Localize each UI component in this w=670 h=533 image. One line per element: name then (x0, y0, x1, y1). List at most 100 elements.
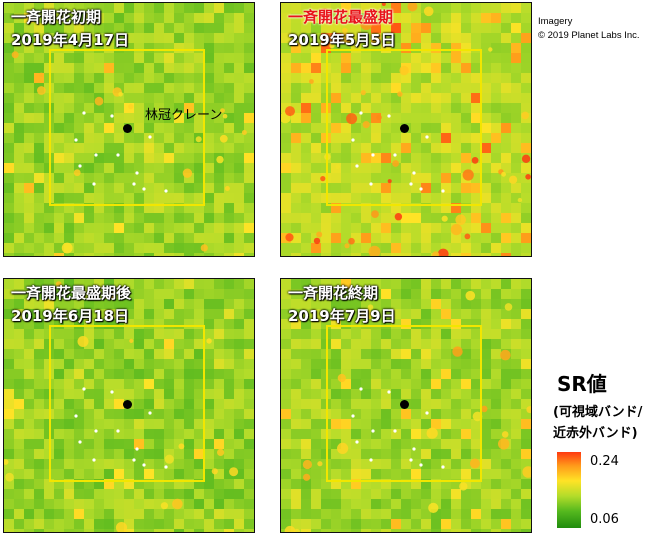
sr-pixel (174, 173, 185, 184)
sr-pixel (341, 419, 352, 430)
sr-pixel (64, 389, 75, 400)
sr-pixel (244, 63, 254, 74)
sr-pixel (114, 469, 125, 480)
sr-pixel (471, 193, 482, 204)
sr-pixel (54, 399, 65, 410)
sr-pixel (4, 123, 15, 134)
sr-pixel (144, 203, 155, 214)
sr-pixel (164, 223, 175, 234)
sr-pixel (224, 349, 235, 360)
sr-pixel (204, 33, 215, 44)
sr-pixel (154, 469, 165, 480)
sr-pixel (411, 469, 422, 480)
sr-pixel (441, 529, 452, 532)
sr-pixel (224, 369, 235, 380)
sr-pixel (84, 319, 95, 330)
sr-pixel (104, 133, 115, 144)
sr-pixel (451, 369, 462, 380)
sr-pixel (521, 399, 531, 410)
sr-pixel (234, 439, 245, 450)
sr-pixel (224, 399, 235, 410)
sr-pixel (281, 369, 292, 380)
bloom-patch (426, 427, 438, 439)
sr-pixel (511, 83, 522, 94)
sr-pixel (24, 379, 35, 390)
sr-pixel (24, 203, 35, 214)
sr-pixel (391, 319, 402, 330)
sr-pixel (401, 329, 412, 340)
sr-pixel (431, 299, 442, 310)
sr-pixel (491, 509, 502, 520)
sr-pixel (34, 309, 45, 320)
sr-pixel (371, 439, 382, 450)
sr-pixel (491, 389, 502, 400)
sr-pixel (164, 419, 175, 430)
bloom-patch (302, 459, 312, 470)
sr-pixel (214, 359, 225, 370)
sr-pixel (401, 213, 412, 224)
sr-pixel (94, 319, 105, 330)
bloom-patch (241, 130, 247, 135)
sr-pixel (401, 449, 412, 460)
sr-pixel (84, 389, 95, 400)
sr-pixel (441, 83, 452, 94)
sr-pixel (311, 163, 322, 174)
bloom-patch (452, 346, 463, 357)
sr-pixel (351, 339, 362, 350)
sr-pixel (361, 439, 372, 450)
sr-pixel (411, 23, 422, 34)
sr-pixel (451, 123, 462, 134)
sr-pixel (461, 133, 472, 144)
sr-pixel (351, 429, 362, 440)
sr-pixel (471, 23, 482, 34)
sr-pixel (431, 233, 442, 244)
sr-pixel (501, 409, 512, 420)
sr-pixel (154, 329, 165, 340)
sr-pixel (224, 449, 235, 460)
sr-pixel (491, 289, 502, 300)
sr-pixel (401, 133, 412, 144)
legend-subtitle-line-1: (可視域バンド/ (553, 405, 643, 420)
sr-pixel (351, 43, 362, 54)
sr-pixel (74, 519, 85, 530)
sr-pixel (361, 183, 372, 194)
sr-pixel (351, 63, 362, 74)
bloom-patch (462, 169, 474, 181)
sr-pixel (244, 439, 254, 450)
sr-pixel (154, 299, 165, 310)
bloom-patch (222, 113, 228, 119)
sr-pixel (54, 83, 65, 94)
sr-pixel (441, 193, 452, 204)
sr-pixel (104, 143, 115, 154)
sr-pixel (164, 369, 175, 380)
sr-pixel (64, 419, 75, 430)
sr-pixel (114, 399, 125, 410)
sr-pixel (34, 53, 45, 64)
sr-pixel (281, 339, 292, 350)
sr-map-image (4, 279, 254, 532)
sr-pixel (44, 519, 55, 530)
sr-pixel (34, 279, 45, 290)
sr-pixel (204, 253, 215, 256)
sr-pixel (391, 429, 402, 440)
sr-pixel (481, 309, 492, 320)
plot-point (135, 447, 139, 451)
sr-pixel (461, 529, 472, 532)
colorbar-max-label: 0.24 (590, 454, 619, 469)
sr-pixel (244, 359, 254, 370)
sr-pixel (164, 143, 175, 154)
sr-pixel (521, 279, 531, 290)
sr-pixel (34, 123, 45, 134)
sr-pixel (164, 339, 175, 350)
panel-title: 一斉開花最盛期 (288, 8, 394, 26)
study-plot-frame (49, 49, 205, 206)
sr-pixel (234, 203, 245, 214)
bloom-patch (344, 243, 350, 249)
sr-pixel (104, 449, 115, 460)
sr-pixel (311, 349, 322, 360)
bloom-patch (450, 224, 462, 236)
sr-pixel (134, 309, 145, 320)
sr-pixel (34, 489, 45, 500)
sr-pixel (521, 449, 531, 460)
sr-pixel (134, 459, 145, 470)
